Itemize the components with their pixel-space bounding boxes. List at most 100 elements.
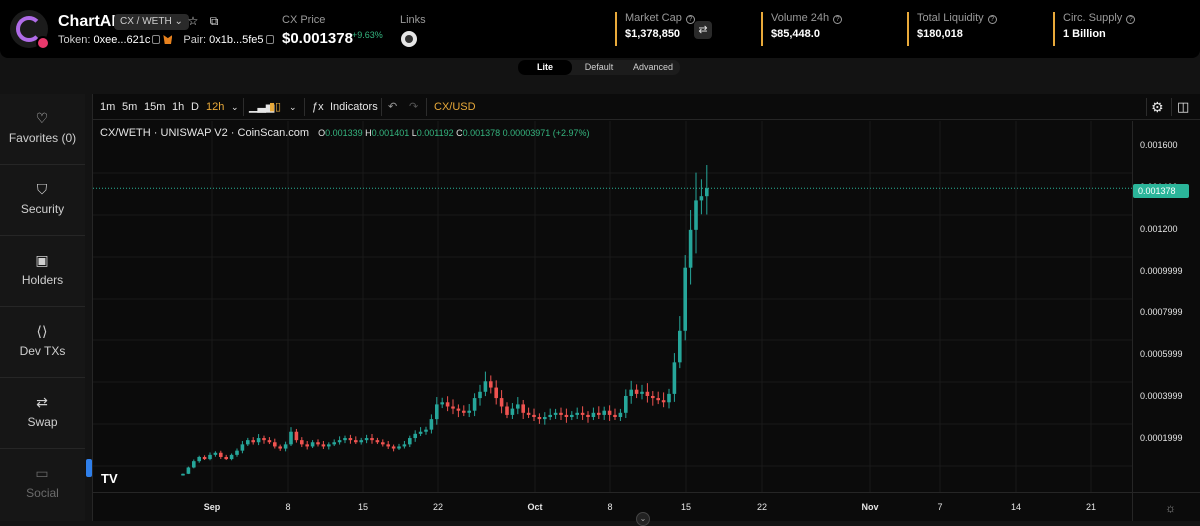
stat-label: Market Cap bbox=[625, 12, 682, 24]
candle-body bbox=[548, 414, 552, 418]
candle-body bbox=[435, 404, 439, 420]
pair-selector[interactable]: CX / WETH ⌄ bbox=[114, 14, 189, 30]
copy-icon[interactable] bbox=[265, 35, 274, 44]
interval-15m[interactable]: 15m bbox=[144, 101, 166, 113]
sidebar-item-favorites[interactable]: ♡ Favorites (0) bbox=[0, 94, 85, 165]
toolbar-divider bbox=[304, 98, 305, 116]
indicators-icon[interactable]: ƒx bbox=[312, 101, 324, 113]
candle-body bbox=[370, 438, 374, 441]
time-axis-border bbox=[93, 492, 1200, 493]
candle-body bbox=[213, 452, 218, 455]
sidebar-item-dev-txs[interactable]: ⟨⟩ Dev TXs bbox=[0, 307, 85, 378]
interval-D[interactable]: D bbox=[191, 101, 199, 113]
candle-body bbox=[364, 438, 369, 441]
scroll-down-icon[interactable]: ⌄ bbox=[636, 512, 650, 526]
candle-body bbox=[467, 410, 471, 413]
bar-style-icon[interactable]: ▁▃▅ bbox=[249, 101, 275, 113]
undo-icon[interactable]: ↶ bbox=[388, 101, 398, 113]
sidebar-item-swap[interactable]: ⇄ Swap bbox=[0, 378, 85, 449]
view-mode-toggle: Lite Default Advanced bbox=[518, 60, 680, 75]
candle-body bbox=[553, 412, 558, 415]
candle-body bbox=[688, 229, 693, 268]
sidebar-item-security[interactable]: ⛉ Security bbox=[0, 165, 85, 236]
token-address[interactable]: 0xee...621c bbox=[93, 34, 151, 46]
tradingview-logo-icon[interactable]: TV bbox=[101, 471, 118, 486]
symbol-button[interactable]: CX/USD bbox=[434, 101, 476, 113]
camera-icon[interactable]: ◫ bbox=[1177, 99, 1190, 114]
add-favorite-icon[interactable]: ☆ bbox=[187, 14, 199, 28]
view-default-button[interactable]: Default bbox=[584, 62, 614, 72]
candle-body bbox=[316, 442, 320, 445]
candle-body bbox=[537, 417, 542, 420]
candle-body bbox=[683, 267, 687, 331]
settings-gear-icon[interactable]: ⚙ bbox=[1151, 99, 1164, 115]
token-name: ChartAI bbox=[58, 13, 116, 30]
candle-body bbox=[667, 393, 671, 403]
candle-body bbox=[456, 408, 461, 411]
candle-body bbox=[429, 419, 434, 430]
help-icon[interactable]: ? bbox=[987, 15, 997, 24]
sidebar-collapse-handle[interactable] bbox=[86, 459, 92, 477]
time-tick-label: 14 bbox=[1010, 502, 1021, 512]
legend-high: 0.001401 bbox=[371, 128, 410, 138]
pair-selector-label: CX / WETH bbox=[120, 16, 172, 27]
stat-label: Volume 24h bbox=[771, 12, 830, 24]
help-icon[interactable]: ? bbox=[833, 15, 843, 24]
stat-value: 1 Billion bbox=[1063, 28, 1106, 40]
candle-body bbox=[543, 417, 547, 420]
candle-body bbox=[294, 431, 299, 441]
interval-dropdown-icon[interactable]: ⌄ bbox=[231, 102, 239, 112]
interval-1h[interactable]: 1h bbox=[172, 101, 185, 113]
pair-address[interactable]: 0x1b...5fe5 bbox=[209, 34, 264, 46]
stat-circ-supply: Circ. Supply? 1 Billion bbox=[1053, 12, 1136, 46]
interval-12h[interactable]: 12h bbox=[206, 101, 225, 113]
token-label: Token: bbox=[58, 34, 91, 46]
candle-style-icon[interactable]: ▮▯ bbox=[269, 101, 282, 113]
indicators-button[interactable]: Indicators bbox=[330, 101, 378, 113]
current-price-tag: 0.001378 bbox=[1133, 184, 1189, 198]
price-tick-label: 0.001600 bbox=[1140, 140, 1178, 150]
view-advanced-button[interactable]: Advanced bbox=[632, 62, 674, 72]
candle-body bbox=[591, 412, 596, 418]
help-icon[interactable]: ? bbox=[1126, 15, 1136, 24]
toolbar-divider bbox=[381, 98, 382, 116]
candle-body bbox=[386, 444, 390, 447]
interval-1m[interactable]: 1m bbox=[100, 101, 116, 113]
redo-icon[interactable]: ↷ bbox=[409, 101, 419, 113]
price-tick-label: 0.0001999 bbox=[1140, 433, 1183, 443]
candle-body bbox=[229, 454, 234, 460]
website-link-icon[interactable] bbox=[401, 31, 417, 47]
shield-icon: ⛉ bbox=[36, 181, 48, 197]
candle-body bbox=[645, 391, 650, 396]
copy-icon[interactable] bbox=[152, 35, 161, 44]
view-lite-button[interactable]: Lite bbox=[518, 60, 572, 75]
candle-body bbox=[202, 456, 207, 460]
chartai-logo-icon bbox=[16, 16, 42, 42]
candle-body bbox=[510, 408, 515, 415]
candle-body bbox=[634, 389, 639, 394]
time-tick-label: Oct bbox=[527, 502, 543, 512]
candle-body bbox=[559, 412, 563, 415]
interval-5m[interactable]: 5m bbox=[122, 101, 138, 113]
time-tick-label: Sep bbox=[203, 502, 221, 512]
toggle-currency-button[interactable]: ⇄ bbox=[694, 21, 712, 39]
token-address-line: Token: 0xee...621c Pair: 0x1b...5fe5 bbox=[58, 34, 277, 46]
help-icon[interactable]: ? bbox=[685, 15, 695, 24]
metamask-icon[interactable] bbox=[163, 35, 173, 44]
sidebar-item-social[interactable]: ▭ Social bbox=[0, 449, 85, 520]
candle-body bbox=[397, 446, 401, 449]
candlestick-chart[interactable] bbox=[93, 121, 1133, 492]
candle-body bbox=[186, 467, 191, 474]
candle-body bbox=[300, 440, 304, 445]
candle-body bbox=[354, 440, 358, 443]
candle-body bbox=[289, 431, 293, 445]
axis-settings-gear-icon[interactable]: ☼ bbox=[1165, 501, 1176, 515]
chart-style-dropdown-icon[interactable]: ⌄ bbox=[289, 102, 297, 112]
candle-body bbox=[197, 456, 201, 462]
wallet-icon: ▣ bbox=[35, 252, 49, 268]
sidebar-item-label: Favorites (0) bbox=[8, 131, 77, 145]
sidebar-item-holders[interactable]: ▣ Holders bbox=[0, 236, 85, 307]
price-tick-label: 0.001200 bbox=[1140, 224, 1178, 234]
share-icon[interactable]: ⧉ bbox=[209, 14, 219, 28]
time-tick-label: 15 bbox=[357, 502, 368, 512]
